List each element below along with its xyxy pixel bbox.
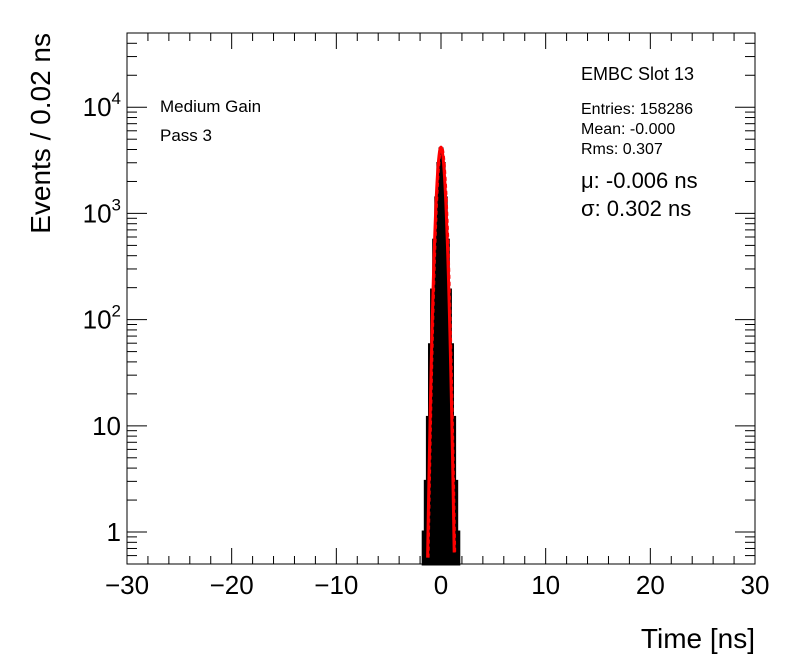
x-tick-label: −20 [210,570,254,600]
x-tick-label: −30 [105,570,149,600]
x-tick-label: 10 [531,570,560,600]
y-tick-label: 102 [83,302,121,335]
x-tick-label: 30 [741,570,770,600]
tick-group [126,32,756,565]
y-tick-label: 10 [92,411,121,441]
y-tick-label: 103 [83,195,121,228]
label-gain: Medium Gain [160,97,261,116]
y-tick-label: 1 [107,517,121,547]
x-tick-label: 0 [434,570,448,600]
y-tick-labels: 1 10 102 103 104 [83,89,121,547]
fit-curve-dashed [427,146,457,558]
stats-mu: μ: -0.006 ns [581,168,698,193]
x-tick-labels: −30 −20 −10 0 10 20 30 [105,570,770,600]
y-axis-title: Events / 0.02 ns [25,33,56,234]
label-pass: Pass 3 [160,126,212,145]
stats-mean: Mean: -0.000 [581,121,675,138]
x-tick-label: −10 [314,570,358,600]
x-tick-label: 20 [636,570,665,600]
stats-sigma: σ: 0.302 ns [581,196,691,221]
histogram-bin [455,530,461,566]
stats-entries: Entries: 158286 [581,101,693,118]
stats-rms: Rms: 0.307 [581,141,663,158]
x-axis-title: Time [ns] [641,623,755,654]
stats-title: EMBC Slot 13 [581,64,694,84]
y-tick-label: 104 [83,89,121,122]
fit-group [426,145,457,558]
